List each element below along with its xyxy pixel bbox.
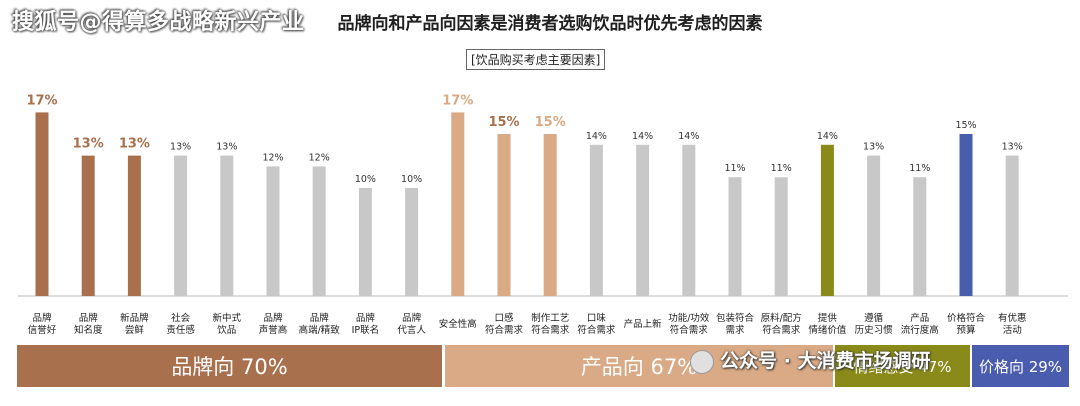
bar-15 (728, 177, 742, 296)
bar-chart: 17% 品牌信誉好 13% 品牌知名度 13% 新品牌尝鲜 13% 社会责任感 13% 新中式饮品… (18, 93, 1068, 336)
category-label-3: 社会责任感 (166, 312, 195, 336)
value-label-7: 10% (355, 174, 376, 185)
category-label-9: 安全性高 (439, 318, 477, 330)
value-label-4: 13% (216, 142, 237, 153)
value-label-1: 13% (73, 137, 104, 152)
category-label-20: 价格符合预算 (947, 312, 986, 336)
category-label-21: 有优惠活动 (998, 312, 1027, 336)
group-band-emotion: 情绪感受 47% (835, 345, 970, 387)
value-label-13: 14% (632, 131, 653, 142)
category-label-5: 品牌声誉高 (259, 312, 288, 336)
category-label-15: 包装符合需求 (716, 312, 755, 336)
value-label-14: 14% (678, 131, 699, 142)
value-label-6: 12% (309, 152, 330, 163)
bar-5 (266, 166, 280, 296)
wechat-icon (690, 349, 714, 374)
value-label-0: 17% (26, 93, 57, 108)
bar-10 (497, 134, 511, 296)
chart-title: 品牌向和产品向因素是消费者选购饮品时优先考虑的因素 (337, 14, 763, 34)
category-label-17: 提供情绪价值 (808, 312, 847, 336)
bar-16 (774, 177, 788, 296)
category-label-11: 制作工艺符合需求 (531, 312, 570, 336)
bar-9 (451, 112, 465, 297)
value-label-11: 15% (535, 115, 566, 130)
bar-7 (358, 188, 372, 296)
bar-3 (174, 155, 188, 296)
group-band-price: 价格向 29% (972, 345, 1069, 387)
bar-4 (220, 155, 234, 296)
bar-8 (405, 188, 419, 296)
category-label-0: 品牌信誉好 (28, 312, 57, 336)
category-label-13: 产品上新 (624, 318, 663, 330)
value-label-15: 11% (724, 163, 745, 174)
value-label-3: 13% (170, 142, 191, 153)
category-label-10: 口感符合需求 (485, 312, 524, 336)
bar-14 (682, 144, 696, 296)
watermark-text: 搜狐号@得算多战略新兴产业 (12, 10, 305, 35)
value-label-10: 15% (488, 115, 519, 130)
value-label-18: 13% (863, 142, 884, 153)
category-label-12: 口味符合需求 (577, 312, 616, 336)
value-label-16: 11% (771, 163, 792, 174)
value-label-9: 17% (442, 93, 473, 108)
bar-12 (589, 144, 603, 296)
bar-20 (959, 134, 973, 296)
category-label-8: 品牌代言人 (397, 312, 426, 336)
bar-6 (312, 166, 326, 296)
category-label-2: 新品牌尝鲜 (120, 312, 149, 336)
category-label-18: 遵循历史习惯 (855, 312, 894, 336)
value-label-17: 14% (817, 131, 838, 142)
group-band-product: 产品向 67% (445, 345, 833, 387)
bar-18 (867, 155, 881, 296)
bar-2 (127, 155, 141, 296)
bar-19 (913, 177, 927, 296)
category-label-7: 品牌 IP联名 (352, 312, 380, 336)
value-label-12: 14% (586, 131, 607, 142)
category-label-14: 功能/功效符合需求 (668, 312, 710, 336)
value-label-2: 13% (119, 137, 150, 152)
value-label-21: 13% (1002, 142, 1023, 153)
watermark-overlay: 公众号 · 大消费市场调研 (690, 346, 930, 374)
category-label-16: 原料/配方符合需求 (761, 312, 802, 336)
bar-11 (543, 134, 557, 296)
value-label-20: 15% (955, 120, 976, 131)
category-label-19: 产品流行度高 (901, 312, 939, 336)
value-label-19: 11% (909, 163, 930, 174)
category-label-1: 品牌知名度 (74, 312, 103, 336)
group-band-brand: 品牌向 70% (17, 345, 442, 387)
watermark-overlay-text: 公众号 · 大消费市场调研 (720, 350, 931, 372)
category-label-4: 新中式饮品 (213, 312, 242, 336)
bar-21 (1005, 155, 1019, 296)
bar-17 (820, 144, 834, 296)
bar-13 (636, 144, 650, 296)
bar-0 (35, 112, 49, 297)
chart-subtitle: [饮品购买考虑主要因素] (466, 49, 606, 70)
value-label-8: 10% (401, 174, 422, 185)
bar-1 (81, 155, 95, 296)
value-label-5: 12% (262, 152, 283, 163)
category-label-6: 品牌高端/精致 (299, 312, 341, 336)
